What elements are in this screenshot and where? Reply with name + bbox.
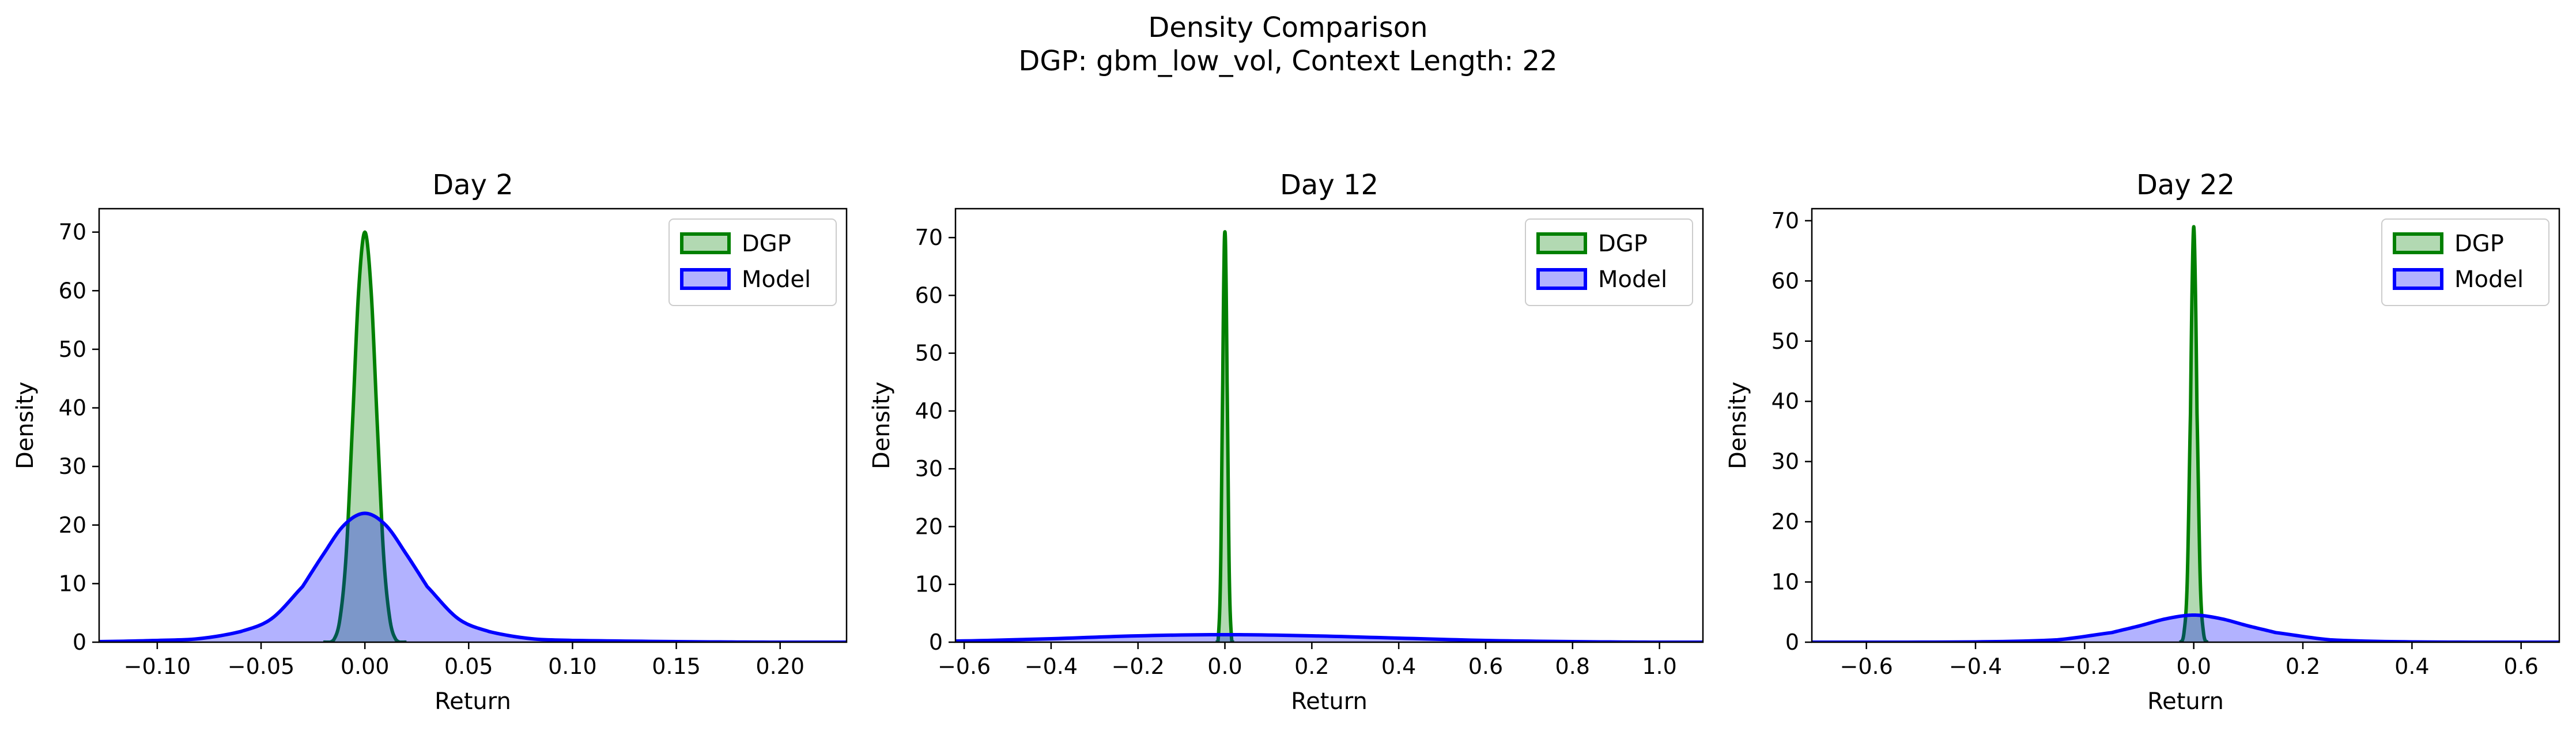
x-tick-label: 1.0 <box>1642 654 1676 679</box>
legend-swatch-model <box>2393 268 2443 290</box>
legend: DGP Model <box>1525 218 1693 306</box>
panel-title: Day 2 <box>432 169 513 201</box>
legend-swatch-model <box>680 268 731 290</box>
y-axis-label: Density <box>1725 382 1751 469</box>
y-tick-label: 50 <box>1772 329 1799 354</box>
y-tick-label: 70 <box>915 225 943 250</box>
x-tick-label: −0.05 <box>228 654 294 679</box>
series-line-model <box>99 511 847 642</box>
x-tick-label: 0.4 <box>2394 654 2429 679</box>
legend-label-model: Model <box>1598 266 1667 293</box>
y-tick-label: 20 <box>1772 509 1799 534</box>
x-tick-label: 0.8 <box>1555 654 1590 679</box>
y-tick-label: 0 <box>1785 630 1799 655</box>
series-area-model <box>1812 615 2559 642</box>
y-tick-label: 50 <box>59 337 86 362</box>
series-line-model <box>1812 613 2559 642</box>
y-tick-label: 20 <box>59 512 86 538</box>
x-tick-label: −0.6 <box>938 654 991 679</box>
x-tick-label: 0.05 <box>444 654 493 679</box>
x-tick-label: −0.4 <box>1025 654 1078 679</box>
series-line-dgp <box>1214 230 1236 642</box>
x-tick-label: −0.2 <box>2058 654 2111 679</box>
legend-label-model: Model <box>2454 266 2524 293</box>
legend-box <box>1525 218 1693 306</box>
y-tick-label: 60 <box>59 278 86 303</box>
y-tick-label: 40 <box>915 398 943 424</box>
x-tick-label: 0.6 <box>2504 654 2539 679</box>
panels-container: −0.10 −0.05 0.00 0.05 0.10 0.15 0.200102030405… <box>12 169 2560 715</box>
series-area-dgp <box>323 232 407 642</box>
legend-swatch-dgp <box>2393 232 2443 254</box>
x-axis-label: Return <box>1291 688 1368 715</box>
x-axis-label: Return <box>435 688 511 715</box>
y-tick-label: 40 <box>59 395 86 421</box>
y-axis-label: Density <box>12 382 39 469</box>
figure-title: Density Comparison <box>1148 12 1427 44</box>
legend-swatch-dgp <box>680 232 731 254</box>
x-tick-label: 0.4 <box>1381 654 1416 679</box>
chart-panel-1: −0.10 −0.05 0.00 0.05 0.10 0.15 0.20 0 10 20 30 40 5… <box>12 169 848 715</box>
legend: DGP Model <box>668 218 837 306</box>
legend: DGP Model <box>2381 218 2549 306</box>
x-tick-label: 0.10 <box>548 654 597 679</box>
series-area-dgp <box>1216 232 1234 642</box>
x-tick-label: −0.6 <box>1840 654 1893 679</box>
series-group <box>99 230 847 642</box>
chart-panel-3: −0.6 −0.4 −0.2 0.0 0.2 0.4 0.6 0 10 20 30 40 50 60 70 D… <box>1725 169 2560 715</box>
y-tick-label: 70 <box>59 220 86 245</box>
axes-frame <box>98 208 848 643</box>
figure-subtitle: DGP: gbm_low_vol, Context Length: 22 <box>1018 45 1557 77</box>
series-group <box>1812 225 2559 642</box>
y-tick-label: 40 <box>1772 389 1799 414</box>
series-line-dgp <box>2178 225 2209 642</box>
panel-title: Day 12 <box>1280 169 1378 201</box>
chart-panel-2: −0.6 −0.4 −0.2 0.0 0.2 0.4 0.6 0.8 1.0 0 10 20 30 40 5… <box>868 169 1704 715</box>
y-tick-label: 30 <box>59 454 86 479</box>
series-area-model <box>99 513 847 642</box>
y-tick-label: 60 <box>1772 268 1799 293</box>
x-tick-label: −0.4 <box>1949 654 2002 679</box>
x-tick-label: 0.20 <box>756 654 804 679</box>
axes-frame <box>954 208 1704 643</box>
series-area-dgp <box>2180 227 2208 642</box>
y-tick-label: 0 <box>929 630 943 655</box>
legend-label-dgp: DGP <box>2454 231 2504 257</box>
x-tick-label: −0.10 <box>124 654 191 679</box>
y-tick-label: 30 <box>915 456 943 481</box>
legend-box <box>2381 218 2549 306</box>
panel-title: Day 22 <box>2136 169 2235 201</box>
y-tick-label: 60 <box>915 282 943 308</box>
legend-swatch-model <box>1536 268 1587 290</box>
x-tick-label: 0.00 <box>341 654 390 679</box>
x-axis-label: Return <box>2147 688 2224 715</box>
y-tick-label: 10 <box>1772 570 1799 595</box>
x-tick-label: 0.15 <box>652 654 701 679</box>
x-tick-label: −0.2 <box>1112 654 1165 679</box>
legend-swatch-dgp <box>1536 232 1587 254</box>
x-tick-label: 0.2 <box>1294 654 1329 679</box>
y-tick-label: 50 <box>915 341 943 366</box>
x-tick-label: 0.2 <box>2286 654 2320 679</box>
y-tick-label: 30 <box>1772 449 1799 474</box>
x-tick-label: 0.0 <box>2176 654 2211 679</box>
y-tick-label: 0 <box>73 630 86 655</box>
y-tick-label: 10 <box>59 571 86 596</box>
legend-box <box>668 218 837 306</box>
x-tick-label: 0.6 <box>1468 654 1503 679</box>
series-line-dgp <box>322 230 407 642</box>
legend-label-model: Model <box>742 266 811 293</box>
legend-label-dgp: DGP <box>1598 231 1648 257</box>
axes-frame <box>1811 208 2560 643</box>
y-tick-label: 10 <box>915 572 943 597</box>
y-tick-label: 70 <box>1772 208 1799 233</box>
y-tick-label: 20 <box>915 514 943 539</box>
x-tick-label: 0.0 <box>1207 654 1242 679</box>
legend-label-dgp: DGP <box>742 231 791 257</box>
y-axis-label: Density <box>868 382 895 469</box>
